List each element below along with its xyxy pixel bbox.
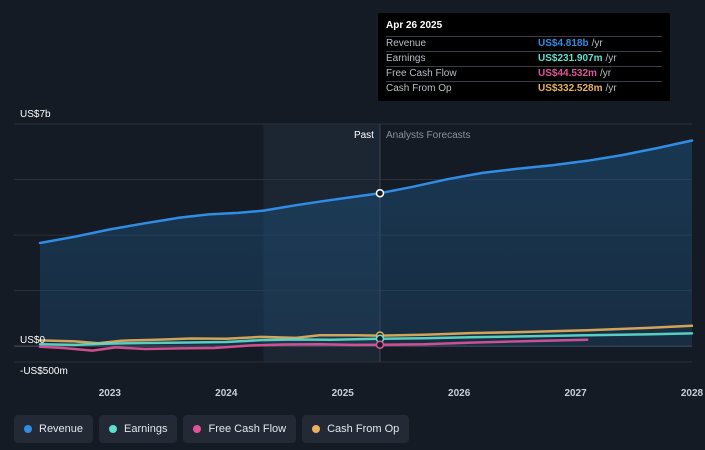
tooltip-value: US$332.528m [538, 83, 603, 94]
legend: Revenue Earnings Free Cash Flow Cash Fro… [14, 415, 410, 443]
legend-label: Earnings [124, 423, 168, 435]
legend-dot-icon [109, 425, 118, 433]
tooltip-label: Earnings [386, 53, 426, 64]
tooltip-value: US$4.818b [538, 38, 589, 49]
tooltip-label: Revenue [386, 38, 427, 49]
legend-dot-icon [312, 425, 321, 433]
y-label-bottom: -US$500m [20, 366, 68, 377]
series-line-earnings [38, 332, 694, 347]
tooltip-unit: /yr [605, 53, 617, 64]
legend-dot-icon [24, 425, 32, 433]
y-label-top: US$7b [20, 109, 51, 120]
y-label-zero: US$0 [20, 335, 45, 346]
tooltip-row-cash-from-op: Cash From Op US$332.528m /yr [386, 81, 662, 96]
tooltip-unit: /yr [591, 38, 603, 49]
series-line-cash-from-op [38, 324, 694, 345]
series-marker-free-cash-flow [375, 340, 385, 349]
tooltip-row-earnings: Earnings US$231.907m /yr [386, 51, 662, 66]
x-tick-label: 2024 [215, 388, 238, 399]
area-layer [40, 140, 692, 347]
tooltip-unit: /yr [599, 68, 612, 79]
forecast-label: Analysts Forecasts [386, 130, 470, 141]
past-label: Past [354, 130, 374, 141]
x-tick-label: 2023 [99, 388, 122, 399]
tooltip-value: US$44.532m [538, 68, 597, 79]
legend-item-earnings[interactable]: Earnings [99, 415, 178, 443]
legend-label: Cash From Op [327, 423, 400, 435]
tooltip-unit: /yr [605, 83, 617, 94]
legend-label: Free Cash Flow [208, 423, 287, 435]
legend-item-revenue[interactable]: Revenue [14, 415, 94, 443]
x-tick-label: 2026 [448, 388, 471, 399]
line-layer [38, 139, 694, 352]
series-line-revenue [38, 139, 694, 245]
legend-item-free-cash-flow[interactable]: Free Cash Flow [183, 415, 297, 443]
tooltip-row-revenue: Revenue US$4.818b /yr [386, 36, 662, 51]
x-tick-label: 2025 [332, 388, 355, 399]
tooltip-date: Apr 26 2025 [386, 20, 443, 31]
legend-label: Revenue [39, 423, 84, 435]
series-line-free-cash-flow [38, 338, 589, 352]
axis-layer: US$7b US$0 -US$500m 2023 2024 2025 2026 2027 202… [20, 109, 704, 399]
legend-item-cash-from-op[interactable]: Cash From Op [302, 415, 410, 443]
tooltip: Apr 26 2025 Revenue US$4.818b /yr Earnin… [378, 13, 670, 101]
series-marker-revenue [375, 188, 385, 198]
x-tick-label: 2028 [681, 388, 704, 399]
tooltip-row-free-cash-flow: Free Cash Flow US$44.532m /yr [386, 66, 662, 81]
legend-dot-icon [193, 425, 202, 433]
series-area-revenue [40, 140, 692, 347]
tooltip-value: US$231.907m [538, 53, 603, 64]
tooltip-label: Free Cash Flow [386, 68, 457, 79]
x-tick-label: 2027 [564, 388, 587, 399]
tooltip-label: Cash From Op [386, 83, 452, 94]
